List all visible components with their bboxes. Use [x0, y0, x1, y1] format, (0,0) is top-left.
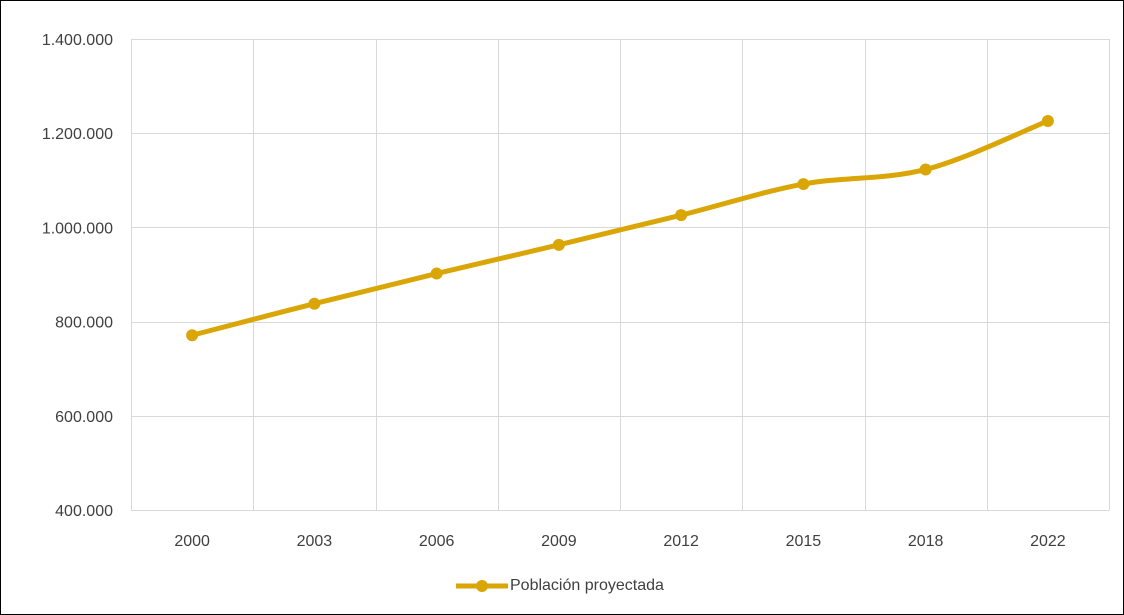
- x-tick-label: 2003: [297, 533, 333, 550]
- x-tick-label: 2012: [663, 533, 699, 550]
- y-tick-label: 400.000: [55, 503, 113, 520]
- series-line: [189, 118, 1051, 338]
- data-point: [797, 178, 810, 191]
- data-point: [675, 209, 688, 222]
- legend-swatch: [456, 580, 508, 592]
- x-tick-label: 2015: [786, 533, 822, 550]
- x-tick-label: 2018: [908, 533, 944, 550]
- y-tick-label: 800.000: [55, 315, 113, 332]
- data-point: [919, 163, 932, 176]
- data-point: [186, 329, 199, 342]
- legend: Población proyectada: [456, 574, 664, 598]
- data-point: [552, 238, 565, 251]
- y-tick-label: 600.000: [55, 409, 113, 426]
- data-point: [308, 297, 321, 310]
- x-tick-label: 2022: [1030, 533, 1066, 550]
- y-tick-label: 1.200.000: [42, 126, 113, 143]
- x-tick-label: 2000: [174, 533, 210, 550]
- x-tick-label: 2009: [541, 533, 577, 550]
- y-tick-label: 1.000.000: [42, 220, 113, 237]
- data-point: [430, 267, 443, 280]
- x-tick-label: 2006: [419, 533, 455, 550]
- data-point: [1041, 114, 1054, 127]
- legend-label: Población proyectada: [510, 577, 664, 594]
- y-tick-label: 1.400.000: [42, 32, 113, 49]
